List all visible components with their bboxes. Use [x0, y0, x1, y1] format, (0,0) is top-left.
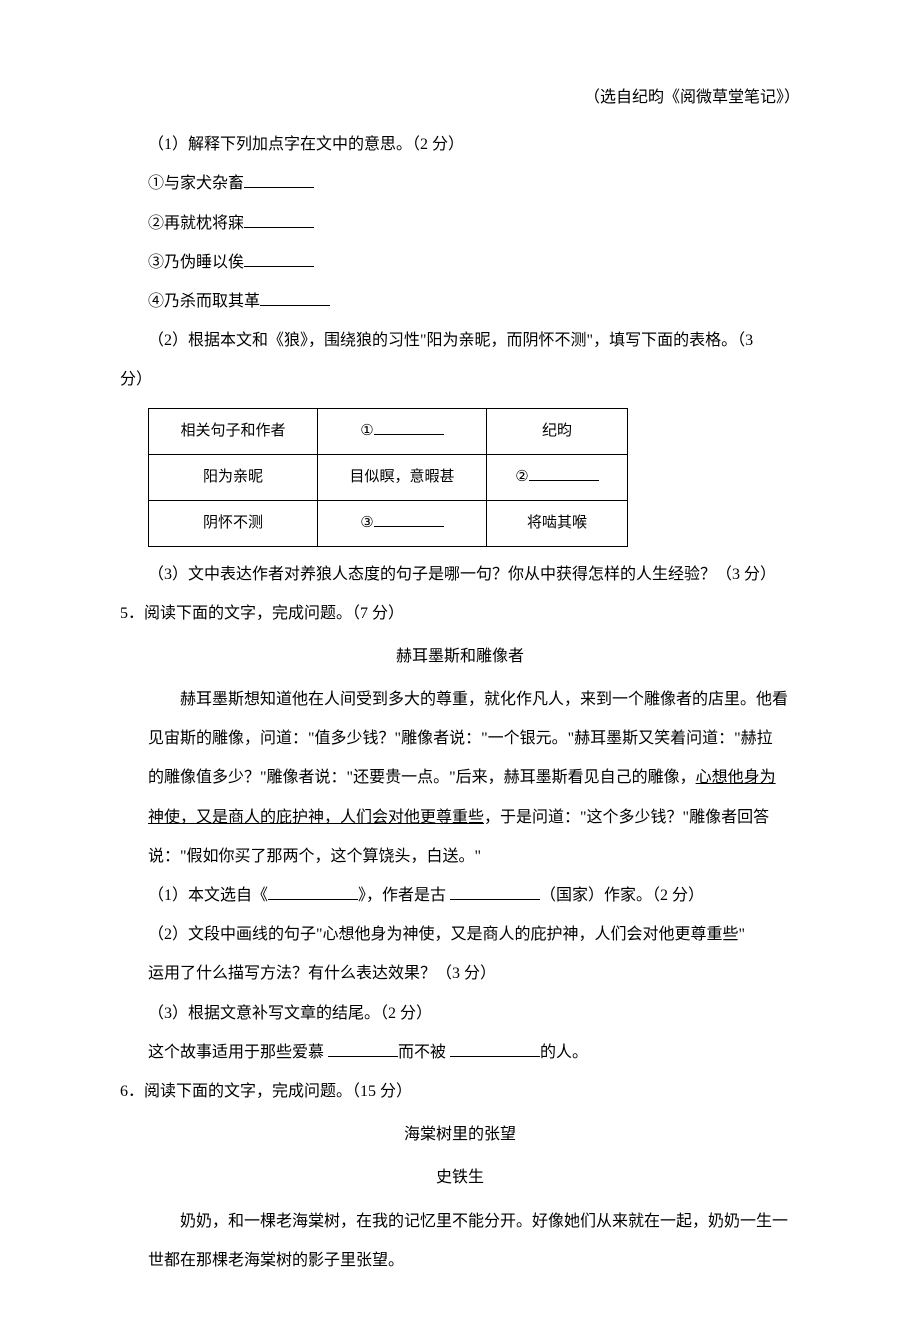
sq1-text-c: （国家）作家。（2 分） [540, 887, 704, 904]
blank-field[interactable] [244, 172, 314, 188]
section5-para-line: 说："假如你买了那两个，这个算饶头，白送。" [120, 839, 800, 874]
section5-sq3: （3）根据文意补写文章的结尾。（2 分） [120, 996, 800, 1031]
blank-field[interactable] [260, 290, 330, 306]
blank-field[interactable] [244, 212, 314, 228]
q2-prompt-a: （2）根据本文和《狼》，围绕狼的习性"阳为亲昵，而阴怀不测"，填写下面的表格。（… [120, 323, 800, 358]
section5-para-line: 神使，又是商人的庇护神，人们会对他更尊重些，于是问道："这个多少钱？"雕像者回答 [120, 800, 800, 835]
table-cell: 阴怀不测 [149, 500, 318, 546]
section6-heading: 6．阅读下面的文字，完成问题。（15 分） [120, 1074, 800, 1109]
table-row: 相关句子和作者 ① 纪昀 [149, 408, 628, 454]
section6-author: 史铁生 [120, 1160, 800, 1195]
q1-item-4-text: ④乃杀而取其革 [148, 293, 260, 310]
sq1-text-a: （1）本文选自《 [148, 887, 268, 904]
sq1-text-b: 》，作者是古 [358, 887, 450, 904]
table-cell: 相关句子和作者 [149, 408, 318, 454]
q1-prompt: （1）解释下列加点字在文中的意思。（2 分） [120, 127, 800, 162]
section5-para-line: 的雕像值多少？"雕像者说："还要贵一点。"后来，赫耳墨斯看见自己的雕像，心想他身… [120, 760, 800, 795]
underlined-text: 神使，又是商人的庇护神，人们会对他更尊重些 [148, 809, 484, 826]
section5-sq2-a: （2）文段中画线的句子"心想他身为神使，又是商人的庇护神，人们会对他更尊重些" [120, 917, 800, 952]
table-cell: 阳为亲昵 [149, 454, 318, 500]
para-text: 的雕像值多少？"雕像者说："还要贵一点。"后来，赫耳墨斯看见自己的雕像， [148, 769, 696, 786]
cell-label: ③ [360, 515, 373, 531]
blank-field[interactable] [374, 512, 444, 527]
blank-field[interactable] [450, 1041, 540, 1057]
table-cell: 纪昀 [487, 408, 628, 454]
sq3-text-b: 而不被 [398, 1044, 450, 1061]
blank-field[interactable] [450, 884, 540, 900]
table-cell: ② [487, 454, 628, 500]
sq3-text-a: 这个故事适用于那些爱慕 [148, 1044, 328, 1061]
blank-field[interactable] [374, 420, 444, 435]
q1-item-2-text: ②再就枕将寐 [148, 215, 244, 232]
table-row: 阴怀不测 ③ 将啮其喉 [149, 500, 628, 546]
table-cell: 将啮其喉 [487, 500, 628, 546]
section5-para-line: 见宙斯的雕像，问道："值多少钱？"雕像者说："一个银元。"赫耳墨斯又笑着问道："… [120, 721, 800, 756]
q1-item-3-text: ③乃伪睡以俟 [148, 254, 244, 271]
source-attribution: （选自纪昀《阅微草堂笔记》） [120, 80, 800, 115]
table-cell: 目似瞑，意暇甚 [318, 454, 487, 500]
q3-prompt: （3）文中表达作者对养狼人态度的句子是哪一句？你从中获得怎样的人生经验？（3 分… [120, 557, 800, 592]
section6-title: 海棠树里的张望 [120, 1117, 800, 1152]
section5-title: 赫耳墨斯和雕像者 [120, 639, 800, 674]
cell-label: ① [360, 423, 373, 439]
q1-item-2: ②再就枕将寐 [120, 206, 800, 241]
section6-para-line: 世都在那棵老海棠树的影子里张望。 [120, 1243, 800, 1278]
q2-prompt-b: 分） [120, 362, 800, 397]
table-cell: ① [318, 408, 487, 454]
q2-table: 相关句子和作者 ① 纪昀 阳为亲昵 目似瞑，意暇甚 ② 阴怀不测 ③ 将啮其喉 [148, 408, 628, 547]
para-text: ，于是问道："这个多少钱？"雕像者回答 [484, 809, 769, 826]
q1-item-4: ④乃杀而取其革 [120, 284, 800, 319]
section5-sq3-fill: 这个故事适用于那些爱慕 而不被 的人。 [120, 1035, 800, 1070]
blank-field[interactable] [529, 466, 599, 481]
cell-label: ② [515, 469, 528, 485]
section6-para-line: 奶奶，和一棵老海棠树，在我的记忆里不能分开。好像她们从来就在一起，奶奶一生一 [120, 1204, 800, 1239]
table-row: 阳为亲昵 目似瞑，意暇甚 ② [149, 454, 628, 500]
section5-para-line: 赫耳墨斯想知道他在人间受到多大的尊重，就化作凡人，来到一个雕像者的店里。他看 [120, 682, 800, 717]
section5-sq2-b: 运用了什么描写方法？有什么表达效果？（3 分） [120, 956, 800, 991]
table-cell: ③ [318, 500, 487, 546]
blank-field[interactable] [268, 884, 358, 900]
q1-item-1-text: ①与家犬杂畜 [148, 175, 244, 192]
q1-item-3: ③乃伪睡以俟 [120, 245, 800, 280]
blank-field[interactable] [328, 1041, 398, 1057]
section5-sq1: （1）本文选自《 》，作者是古 （国家）作家。（2 分） [120, 878, 800, 913]
sq3-text-c: 的人。 [540, 1044, 588, 1061]
section5-heading: 5．阅读下面的文字，完成问题。（7 分） [120, 596, 800, 631]
q1-item-1: ①与家犬杂畜 [120, 166, 800, 201]
underlined-text: 心想他身为 [696, 769, 776, 786]
blank-field[interactable] [244, 251, 314, 267]
